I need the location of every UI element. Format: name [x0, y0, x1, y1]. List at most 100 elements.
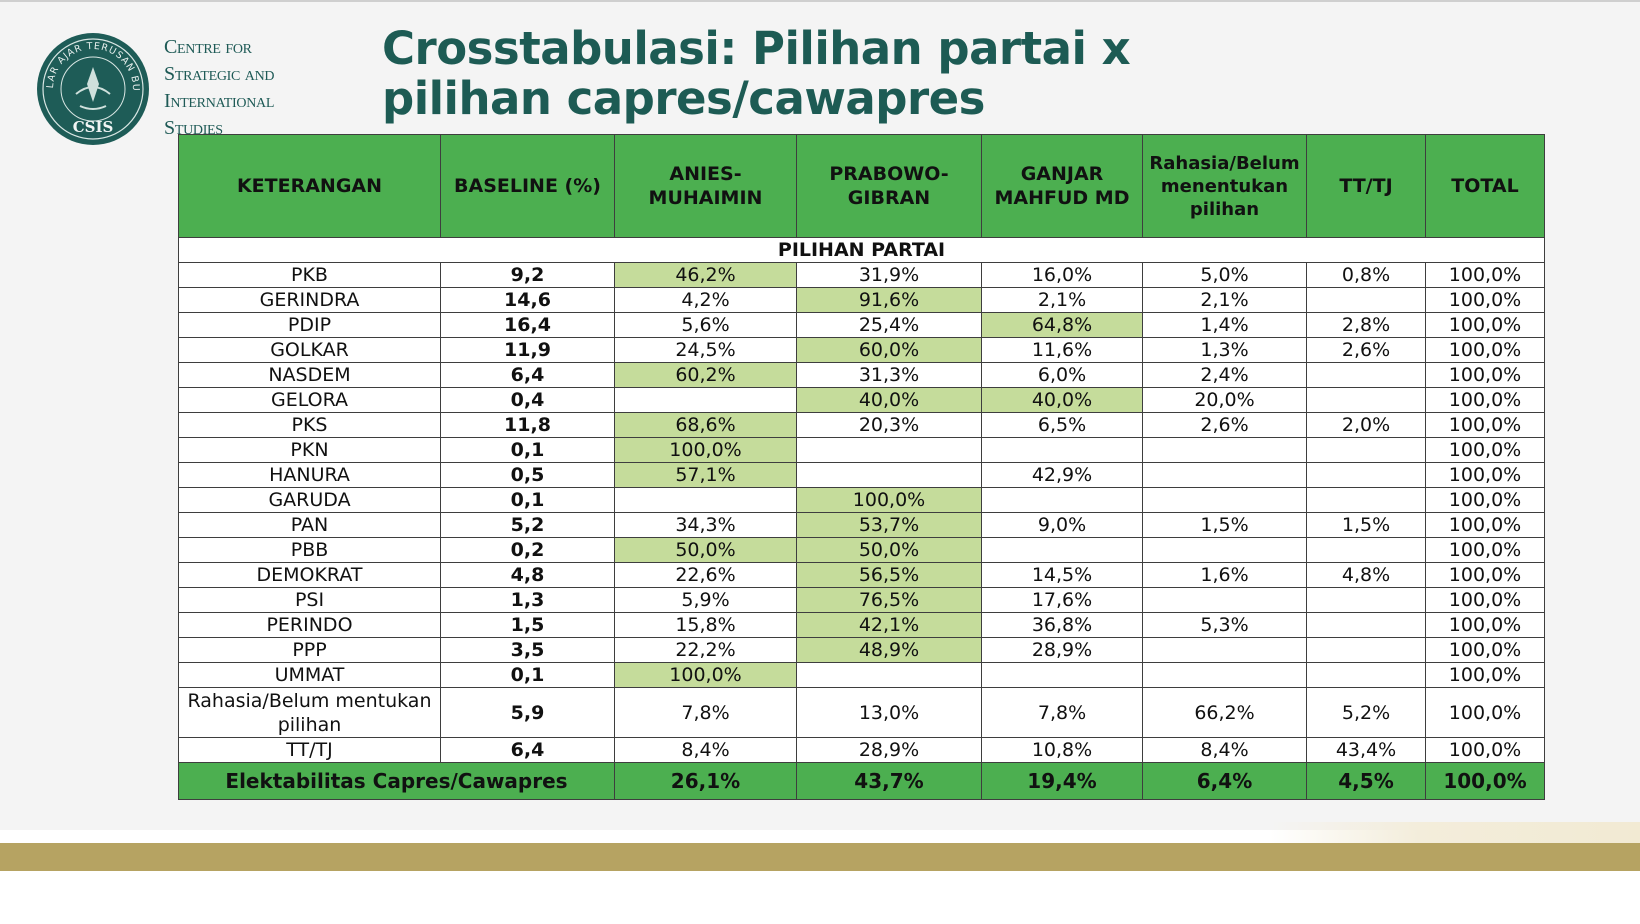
org-line-2: Strategic and — [164, 63, 275, 85]
table-row: PKN 0,1 100,0% 100,0% — [178, 437, 1545, 463]
ganjar-cell: 7,8% — [981, 687, 1143, 738]
total-cell: 100,0% — [1425, 287, 1545, 313]
footer-ttj-cell: 4,5% — [1306, 762, 1426, 800]
col-header-anies: ANIES-MUHAIMIN — [614, 134, 797, 238]
ganjar-cell — [981, 537, 1143, 563]
table-row: PKS 11,8 68,6% 20,3% 6,5% 2,6% 2,0% 100,0% — [178, 412, 1545, 438]
prabowo-cell: 31,3% — [796, 362, 982, 388]
party-cell: TT/TJ — [178, 737, 441, 763]
rahasia-cell — [1142, 537, 1307, 563]
rahasia-cell: 5,3% — [1142, 612, 1307, 638]
anies-cell: 22,6% — [614, 562, 797, 588]
footer-row: Elektabilitas Capres/Cawapres 26,1% 43,7% 1… — [178, 762, 1545, 800]
col-header-prabowo: PRABOWO-GIBRAN — [796, 134, 982, 238]
table-row: GARUDA 0,1 100,0% 100,0% — [178, 487, 1545, 513]
baseline-cell: 11,9 — [440, 337, 615, 363]
bottom-gold-bar — [0, 843, 1640, 871]
ganjar-cell: 6,0% — [981, 362, 1143, 388]
ttj-cell: 2,6% — [1306, 337, 1426, 363]
anies-cell: 4,2% — [614, 287, 797, 313]
footer-ganjar-cell: 19,4% — [981, 762, 1143, 800]
total-cell: 100,0% — [1425, 312, 1545, 338]
table-row: PKB 9,2 46,2% 31,9% 16,0% 5,0% 0,8% 100,0% — [178, 262, 1545, 288]
rahasia-cell — [1142, 637, 1307, 663]
col-header-ttj: TT/TJ — [1306, 134, 1426, 238]
party-cell: PPP — [178, 637, 441, 663]
ganjar-cell: 36,8% — [981, 612, 1143, 638]
ttj-cell: 0,8% — [1306, 262, 1426, 288]
party-cell: GARUDA — [178, 487, 441, 513]
table-row: UMMAT 0,1 100,0% 100,0% — [178, 662, 1545, 688]
total-cell: 100,0% — [1425, 612, 1545, 638]
prabowo-cell: 76,5% — [796, 587, 982, 613]
ganjar-cell — [981, 487, 1143, 513]
table-row: PSI 1,3 5,9% 76,5% 17,6% 100,0% — [178, 587, 1545, 613]
prabowo-cell — [796, 662, 982, 688]
prabowo-cell — [796, 437, 982, 463]
prabowo-cell: 60,0% — [796, 337, 982, 363]
title-line-1: Crosstabulasi: Pilihan partai x — [382, 22, 1131, 75]
anies-cell: 68,6% — [614, 412, 797, 438]
prabowo-cell: 50,0% — [796, 537, 982, 563]
rahasia-cell — [1142, 487, 1307, 513]
ttj-cell — [1306, 662, 1426, 688]
rahasia-cell — [1142, 587, 1307, 613]
ganjar-cell: 10,8% — [981, 737, 1143, 763]
rahasia-cell — [1142, 437, 1307, 463]
rahasia-cell: 1,5% — [1142, 512, 1307, 538]
baseline-cell: 0,2 — [440, 537, 615, 563]
prabowo-cell: 25,4% — [796, 312, 982, 338]
ganjar-cell: 2,1% — [981, 287, 1143, 313]
ttj-cell — [1306, 587, 1426, 613]
table-row: GOLKAR 11,9 24,5% 60,0% 11,6% 1,3% 2,6% 100,0% — [178, 337, 1545, 363]
prabowo-cell: 28,9% — [796, 737, 982, 763]
ganjar-cell — [981, 662, 1143, 688]
party-cell: Rahasia/Belum mentukan pilihan — [178, 687, 441, 738]
anies-cell: 60,2% — [614, 362, 797, 388]
total-cell: 100,0% — [1425, 362, 1545, 388]
party-cell: PKN — [178, 437, 441, 463]
total-cell: 100,0% — [1425, 637, 1545, 663]
party-cell: GERINDRA — [178, 287, 441, 313]
party-cell: DEMOKRAT — [178, 562, 441, 588]
ttj-cell: 43,4% — [1306, 737, 1426, 763]
anies-cell: 24,5% — [614, 337, 797, 363]
ttj-cell: 2,0% — [1306, 412, 1426, 438]
party-cell: HANURA — [178, 462, 441, 488]
total-cell: 100,0% — [1425, 562, 1545, 588]
ganjar-cell: 16,0% — [981, 262, 1143, 288]
rahasia-cell: 1,6% — [1142, 562, 1307, 588]
total-cell: 100,0% — [1425, 437, 1545, 463]
footer-label: Elektabilitas Capres/Cawapres — [178, 762, 615, 800]
baseline-cell: 0,1 — [440, 487, 615, 513]
table-row: PBB 0,2 50,0% 50,0% 100,0% — [178, 537, 1545, 563]
table-row: GELORA 0,4 40,0% 40,0% 20,0% 100,0% — [178, 387, 1545, 413]
organization-name: Centre for Strategic and International S… — [164, 34, 364, 138]
anies-cell: 7,8% — [614, 687, 797, 738]
anies-cell: 100,0% — [614, 662, 797, 688]
party-cell: PERINDO — [178, 612, 441, 638]
anies-cell — [614, 387, 797, 413]
total-cell: 100,0% — [1425, 487, 1545, 513]
ganjar-cell: 28,9% — [981, 637, 1143, 663]
baseline-cell: 6,4 — [440, 737, 615, 763]
col-header-total: TOTAL — [1425, 134, 1545, 238]
table-row: TT/TJ 6,4 8,4% 28,9% 10,8% 8,4% 43,4% 100,0% — [178, 737, 1545, 763]
total-cell: 100,0% — [1425, 537, 1545, 563]
anies-cell: 8,4% — [614, 737, 797, 763]
ttj-cell — [1306, 487, 1426, 513]
baseline-cell: 5,9 — [440, 687, 615, 738]
prabowo-cell: 42,1% — [796, 612, 982, 638]
party-cell: PDIP — [178, 312, 441, 338]
anies-cell: 5,6% — [614, 312, 797, 338]
seal-acronym: CSIS — [73, 118, 114, 136]
rahasia-cell: 1,3% — [1142, 337, 1307, 363]
rahasia-cell: 2,4% — [1142, 362, 1307, 388]
table-row: PAN 5,2 34,3% 53,7% 9,0% 1,5% 1,5% 100,0% — [178, 512, 1545, 538]
rahasia-cell — [1142, 462, 1307, 488]
anies-cell: 15,8% — [614, 612, 797, 638]
title-line-2: pilihan capres/cawapres — [382, 72, 985, 125]
party-cell: UMMAT — [178, 662, 441, 688]
ganjar-cell — [981, 437, 1143, 463]
baseline-cell: 5,2 — [440, 512, 615, 538]
